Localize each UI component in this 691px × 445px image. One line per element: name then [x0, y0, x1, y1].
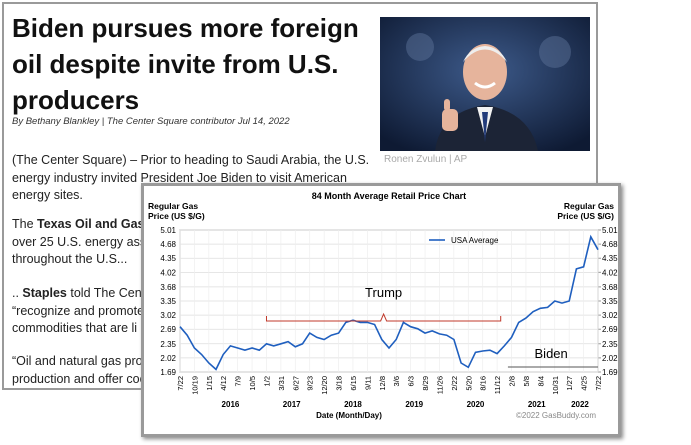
byline: By Bethany Blankley | The Center Square … [12, 116, 290, 127]
x-axis-label: Date (Month/Day) [316, 411, 382, 420]
x-tick-label: 10/5 [248, 376, 257, 391]
paragraph-line: “Oil and natural gas pro [12, 354, 143, 368]
x-tick-label: 4/12 [219, 376, 228, 391]
paragraph-line: The Texas Oil and Gas A [12, 216, 157, 234]
y-tick-label: 4.02 [160, 268, 176, 277]
year-label: 2017 [283, 400, 301, 409]
x-tick-label: 1/15 [205, 376, 214, 391]
article-title: Biden pursues more foreign oil despite i… [12, 13, 359, 115]
y2-tick-label: 4.02 [602, 268, 618, 277]
x-tick-label: 3/18 [335, 376, 344, 391]
text-run: Texas Oil and Gas A [37, 217, 157, 231]
x-tick-label: 9/23 [306, 376, 315, 391]
x-tick-label: 7/9 [234, 376, 243, 386]
text-run: The [12, 217, 38, 231]
x-tick-label: 4/25 [580, 376, 589, 391]
year-label: 2016 [222, 400, 240, 409]
text-run: Staples [22, 286, 67, 300]
paragraph-line: commodities that are li [12, 321, 138, 335]
x-tick-label: 7/22 [594, 376, 603, 391]
chart-title: 84 Month Average Retail Price Chart [312, 191, 466, 201]
x-tick-label: 7/22 [176, 376, 185, 391]
year-label: 2021 [528, 400, 546, 409]
y-tick-label: 2.69 [160, 325, 176, 334]
y-tick-label: 2.35 [160, 340, 176, 349]
chart: 84 Month Average Retail Price Chart Regul… [148, 191, 618, 420]
x-tick-label: 6/27 [291, 376, 300, 391]
x-tick-label: 3/31 [277, 376, 286, 391]
annotation: Trump [365, 285, 402, 300]
x-tick-label: 11/12 [493, 376, 502, 394]
x-tick-label: 12/20 [320, 376, 329, 395]
y-tick-label: 4.35 [160, 254, 176, 263]
x-tick-label: 9/11 [363, 376, 372, 390]
text-run: .. [12, 286, 23, 300]
x-tick-label: 6/15 [349, 376, 358, 391]
x-tick-label: 10/19 [190, 376, 199, 395]
y-axis-label: Regular Gas Price (US $/G) [148, 201, 205, 221]
photo [380, 17, 590, 151]
x-tick-label: 8/4 [536, 376, 545, 386]
y2-tick-label: 3.68 [602, 283, 618, 292]
paragraph-line: production and offer coo [12, 371, 147, 386]
y2-tick-label: 3.02 [602, 311, 618, 320]
year-label: 2019 [405, 400, 423, 409]
x-tick-label: 1/27 [565, 376, 574, 391]
paragraph-line: over 25 U.S. energy asso [12, 234, 154, 249]
trump-bracket [265, 312, 502, 322]
x-tick-label: 2/8 [508, 376, 517, 386]
year-label: 2018 [344, 400, 362, 409]
y-tick-label: 3.35 [160, 297, 176, 306]
legend-label: USA Average [451, 236, 499, 245]
x-tick-label: 3/6 [392, 376, 401, 386]
paragraph-line: energy industry invited President Joe Bi… [12, 170, 347, 185]
y-tick-label: 2.02 [160, 354, 176, 363]
y-tick-label: 3.02 [160, 311, 176, 320]
y2-tick-label: 2.69 [602, 325, 618, 334]
y2-tick-label: 2.35 [602, 340, 618, 349]
x-tick-label: 8/16 [479, 376, 488, 391]
x-tick-label: 1/2 [262, 376, 271, 386]
x-tick-label: 5/20 [464, 376, 473, 391]
chart-panel: 84 Month Average Retail Price Chart Regul… [141, 183, 621, 437]
y2-tick-label: 4.35 [602, 254, 618, 263]
annotation: Biden [535, 346, 568, 361]
paragraph-line: “recognize and promote [12, 303, 145, 318]
credit: ©2022 GasBuddy.com [516, 411, 596, 420]
y-tick-label: 1.69 [160, 368, 176, 377]
label-line: Regular Gas [564, 201, 614, 211]
y2-tick-label: 3.35 [602, 297, 618, 306]
x-tick-label: 12/8 [378, 376, 387, 391]
y-tick-label: 3.68 [160, 283, 176, 292]
year-label: 2022 [571, 400, 589, 409]
x-tick-label: 5/8 [522, 376, 531, 386]
x-tick-label: 6/3 [407, 376, 416, 386]
paragraph-line: throughout the U.S... [12, 252, 128, 266]
year-label: 2020 [467, 400, 485, 409]
y-tick-label: 5.01 [160, 226, 176, 235]
paragraph-line: energy sites. [12, 188, 83, 202]
y2-tick-label: 1.69 [602, 368, 618, 377]
paragraph-line: .. Staples told The Cente [12, 285, 152, 303]
label-line: Price (US $/G) [557, 211, 614, 221]
label-line: Price (US $/G) [148, 211, 205, 221]
x-tick-label: 8/29 [421, 376, 430, 391]
y2-tick-label: 4.68 [602, 240, 618, 249]
x-tick-label: 2/22 [450, 376, 459, 391]
line-series [179, 234, 599, 371]
y2-axis-label: Regular Gas Price (US $/G) [557, 201, 614, 221]
x-tick-label: 10/31 [551, 376, 560, 395]
y-tick-label: 4.68 [160, 240, 176, 249]
y2-tick-label: 2.02 [602, 354, 618, 363]
photo-caption: Ronen Zvulun | AP [384, 154, 468, 165]
y2-tick-label: 5.01 [602, 226, 618, 235]
paragraph-line: (The Center Square) – Prior to heading t… [12, 153, 370, 167]
label-line: Regular Gas [148, 201, 198, 211]
text-run: told The Cente [66, 286, 153, 300]
x-tick-label: 11/26 [435, 376, 444, 394]
